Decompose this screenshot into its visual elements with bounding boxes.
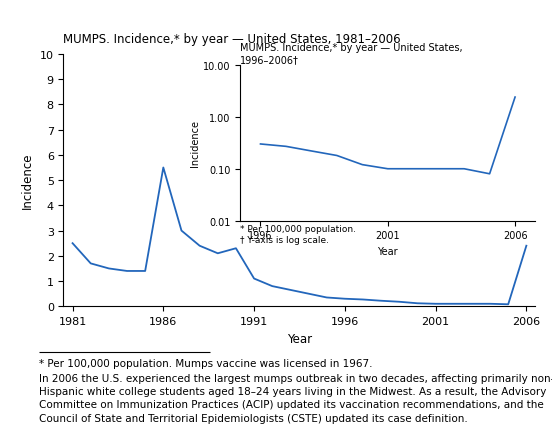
X-axis label: Year: Year <box>287 332 312 345</box>
Text: MUMPS. Incidence,* by year — United States, 1981–2006: MUMPS. Incidence,* by year — United Stat… <box>63 33 401 46</box>
Y-axis label: Incidence: Incidence <box>190 120 200 167</box>
Text: * Per 100,000 population. Mumps vaccine was licensed in 1967.: * Per 100,000 population. Mumps vaccine … <box>39 358 372 368</box>
Text: In 2006 the U.S. experienced the largest mumps outbreak in two decades, affectin: In 2006 the U.S. experienced the largest… <box>39 373 552 423</box>
X-axis label: Year: Year <box>378 247 398 256</box>
Y-axis label: Incidence: Incidence <box>21 152 34 209</box>
Text: MUMPS. Incidence,* by year — United States,
1996–2006†: MUMPS. Incidence,* by year — United Stat… <box>240 43 463 65</box>
Text: * Per 100,000 population.: * Per 100,000 population. <box>240 225 356 234</box>
Text: † Y-axis is log scale.: † Y-axis is log scale. <box>240 236 329 245</box>
